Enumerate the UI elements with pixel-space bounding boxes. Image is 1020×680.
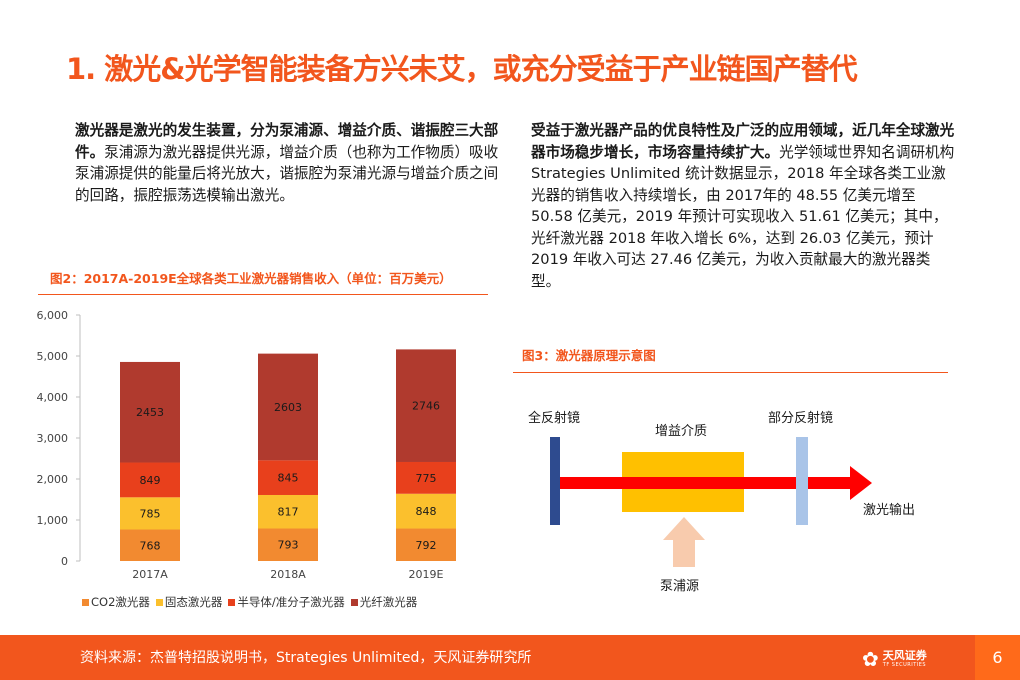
legend-label-fiber: 光纤激光器: [359, 595, 418, 609]
left-paragraph: 激光器是激光的发生装置，分为泵浦源、增益介质、谐振腔三大部件。泵浦源为激光器提供…: [75, 120, 500, 206]
legend-swatch-fiber: [350, 598, 358, 606]
right-paragraph-bold: 受益于激光器产品的优良特性及广泛的应用领域，近几年全球激光器市场稳步增长，市场容…: [531, 122, 955, 161]
bar-segment: [258, 528, 318, 561]
legend-label-co2: CO2激光器: [91, 595, 150, 609]
y-tick-label: 2,000: [37, 473, 69, 486]
page-number: 6: [992, 648, 1003, 667]
legend-swatch-semiconductor: [228, 598, 236, 606]
bar-segment: [396, 528, 456, 561]
logo-name: 天风证券: [882, 649, 927, 662]
figure2-divider: [38, 294, 488, 295]
pump-arrow: [663, 517, 705, 567]
bar-segment: [258, 353, 318, 461]
bar-segment: [120, 462, 180, 498]
laser-beam: [560, 477, 856, 489]
laser-principle-diagram: 全反射镜 增益介质 部分反射镜 激光输出 泵浦源: [528, 410, 915, 594]
chart-legend: CO2激光器 固态激光器 半导体/准分子激光器 光纤激光器: [82, 594, 417, 610]
figure3-divider: [513, 372, 948, 373]
bar-segment: [396, 349, 456, 462]
y-tick-label: 6,000: [37, 309, 69, 322]
y-tick-label: 0: [61, 555, 68, 568]
legend-swatch-co2: [82, 598, 89, 606]
partial-mirror: [796, 437, 808, 525]
bar-segment: [120, 497, 180, 530]
flower-logo-icon: ✿: [862, 647, 879, 671]
bar-segment: [120, 529, 180, 561]
footer-source: 资料来源：杰普特招股说明书，Strategies Unlimited，天风证券研…: [80, 650, 532, 666]
bar-segment: [396, 461, 456, 494]
data-label: 793: [278, 539, 299, 552]
right-paragraph-text: 光学领域世界知名调研机构 Strategies Unlimited 统计数据显示…: [531, 143, 955, 290]
logo-sub: TF SECURITIES: [882, 662, 927, 668]
figure3-title: 图3：激光器原理示意图: [522, 348, 656, 363]
right-paragraph: 受益于激光器产品的优良特性及广泛的应用领域，近几年全球激光器市场稳步增长，市场容…: [531, 120, 956, 292]
data-label: 849: [140, 474, 161, 487]
logo-wordmark: 天风证券 TF SECURITIES: [882, 649, 927, 669]
laser-output-label: 激光输出: [863, 502, 915, 518]
brand-logo: ✿ 天风证券 TF SECURITIES: [862, 643, 957, 675]
laser-beam-arrowhead: [850, 466, 872, 500]
bar-segment: [396, 493, 456, 529]
data-label: 2453: [136, 406, 164, 419]
page-number-box: 6: [975, 635, 1020, 680]
bar-segment: [258, 460, 318, 495]
full-mirror: [550, 437, 560, 525]
data-label: 792: [416, 539, 437, 552]
legend-item-fiber: 光纤激光器: [350, 594, 418, 610]
x-tick-label: 2019E: [409, 568, 444, 581]
y-tick-label: 1,000: [37, 514, 69, 527]
legend-label-solid: 固态激光器: [164, 595, 223, 609]
data-label: 2603: [274, 401, 302, 414]
data-label: 768: [140, 539, 161, 552]
left-paragraph-bold: 激光器是激光的发生装置，分为泵浦源、增益介质、谐振腔三大部件。: [75, 122, 499, 161]
y-tick-label: 5,000: [37, 350, 69, 363]
bar-segment: [258, 494, 318, 529]
data-label: 775: [416, 472, 437, 485]
legend-label-semiconductor: 半导体/准分子激光器: [237, 595, 345, 609]
full-mirror-label: 全反射镜: [528, 410, 580, 426]
figure2-title: 图2：2017A-2019E全球各类工业激光器销售收入（单位：百万美元）: [50, 271, 452, 286]
legend-item-co2: CO2激光器: [82, 594, 150, 610]
legend-item-solid: 固态激光器: [155, 594, 223, 610]
legend-swatch-solid: [155, 598, 163, 606]
data-label: 785: [140, 507, 161, 520]
stacked-bar-chart: 0 1,000 2,000 3,000 4,000 5,000 6,000 768 785 849…: [37, 309, 456, 581]
y-tick-label: 3,000: [37, 432, 69, 445]
legend-item-semiconductor: 半导体/准分子激光器: [228, 594, 345, 610]
data-label: 848: [416, 505, 437, 518]
x-tick-label: 2017A: [132, 568, 168, 581]
left-paragraph-text: 泵浦源为激光器提供光源，增益介质（也称为工作物质）吸收泵浦源提供的能量后将光放大…: [75, 143, 499, 204]
partial-mirror-label: 部分反射镜: [768, 410, 833, 426]
x-tick-label: 2018A: [270, 568, 306, 581]
slide-title: 1. 激光&光学智能装备方兴未艾，或充分受益于产业链国产替代: [66, 52, 858, 86]
bar-segment: [120, 361, 180, 463]
y-tick-label: 4,000: [37, 391, 69, 404]
footer-bar: 资料来源：杰普特招股说明书，Strategies Unlimited，天风证券研…: [0, 635, 1020, 680]
gain-medium-label: 增益介质: [655, 424, 707, 439]
data-label: 2746: [412, 400, 440, 413]
data-label: 817: [278, 506, 299, 519]
pump-source-label: 泵浦源: [660, 579, 699, 594]
data-label: 845: [278, 472, 299, 485]
